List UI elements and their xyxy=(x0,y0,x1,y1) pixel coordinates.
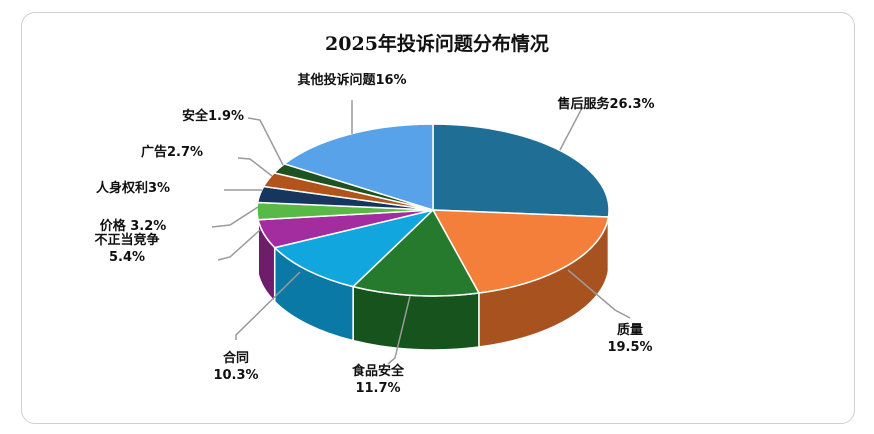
slice-label-4-0: 不正当竞争 xyxy=(94,232,159,248)
slice-label-1-0: 质量 xyxy=(617,322,643,338)
leader-line-4 xyxy=(217,229,261,261)
slice-label-7-0: 广告2.7% xyxy=(141,144,203,160)
leader-line-0 xyxy=(559,107,598,151)
slice-label-8-0: 安全1.9% xyxy=(182,108,244,124)
pie-slice-1 xyxy=(432,209,610,294)
slice-label-1-1: 19.5% xyxy=(607,340,652,355)
leader-lines xyxy=(211,100,631,365)
slice-label-6-0: 人身权利3% xyxy=(96,180,170,196)
leader-line-3 xyxy=(235,271,301,340)
slice-label-0-0: 售后服务26.3% xyxy=(557,96,654,112)
chart-title: 2025年投诉问题分布情况 xyxy=(325,32,549,55)
leader-line-7 xyxy=(237,157,273,177)
pie-slice-9 xyxy=(283,123,434,211)
pie-slice-0 xyxy=(432,123,610,218)
slice-label-5-0: 价格 3.2% xyxy=(100,218,167,234)
slice-label-2-1: 11.7% xyxy=(355,381,400,396)
slice-label-2-0: 食品安全 xyxy=(352,363,405,379)
slice-labels: 售后服务26.3% 质量 19.5% 食品安全 11.7% 合同 10.3% 不正当竞争 5.4… xyxy=(94,72,654,396)
slice-label-9-0: 其他投诉问题16% xyxy=(297,72,406,88)
pie-slice-3 xyxy=(273,209,434,288)
leader-line-1 xyxy=(567,269,631,319)
slice-label-3-1: 10.3% xyxy=(213,368,258,383)
pie-slice-2 xyxy=(352,209,480,297)
leader-line-2 xyxy=(387,295,411,365)
pie-slices xyxy=(256,123,610,297)
slice-label-3-0: 合同 xyxy=(223,350,249,366)
slice-label-4-1: 5.4% xyxy=(109,250,145,265)
leader-line-5 xyxy=(211,206,259,228)
leader-line-8 xyxy=(247,117,284,166)
